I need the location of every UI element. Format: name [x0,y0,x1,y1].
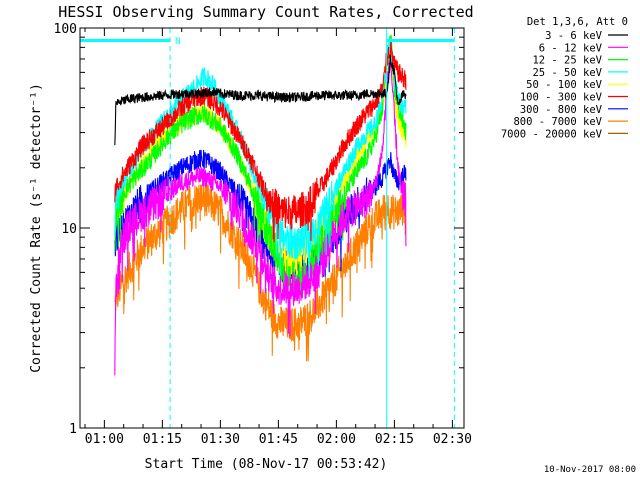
legend-entry-label: 50 - 100 keV [526,79,603,91]
saa-night-bar [386,39,455,42]
footer-date: 10-Nov-2017 08:00 [544,465,636,475]
x-tick-label: 01:30 [201,432,240,447]
series-layer [114,34,407,376]
legend-entry-label: 7000 - 20000 keV [501,128,603,140]
y-tick-label: 10 [61,222,77,237]
y-axis-label: Corrected Count Rate (s⁻¹ detector⁻¹) [29,83,44,373]
series-line [114,34,407,298]
series-line [114,40,407,243]
x-tick-label: 01:45 [259,432,298,447]
legend-entry-label: 300 - 800 keV [520,104,603,116]
x-axis-label: Start Time (08-Nov-17 00:53:42) [145,457,388,472]
legend-entry-label: 800 - 7000 keV [513,116,602,128]
legend-entry-label: 100 - 300 keV [520,92,603,104]
x-tick-label: 02:30 [433,432,472,447]
legend-entry-label: 3 - 6 keV [545,30,603,42]
y-tick-label: 100 [54,22,77,37]
y-axis: 1 10 100 [54,22,464,437]
saa-night-bar [80,39,171,42]
x-tick-label: 02:15 [375,432,414,447]
x-tick-label: 01:15 [143,432,182,447]
night-marker: N [175,37,180,47]
x-tick-label: 01:00 [85,432,124,447]
y-tick-label: 1 [69,422,77,437]
legend-entry-label: 6 - 12 keV [539,42,603,54]
x-tick-label: 02:00 [317,432,356,447]
chart-title: HESSI Observing Summary Count Rates, Cor… [58,3,473,21]
legend-entry-label: 12 - 25 keV [532,55,602,67]
legend-entry-label: 25 - 50 keV [532,67,602,79]
series-line [114,54,407,146]
series-line [114,56,407,376]
x-axis: 01:00 01:15 01:30 01:45 02:00 02:15 02:30 [84,28,472,447]
legend-header: Det 1,3,6, Att 0 [527,16,628,28]
